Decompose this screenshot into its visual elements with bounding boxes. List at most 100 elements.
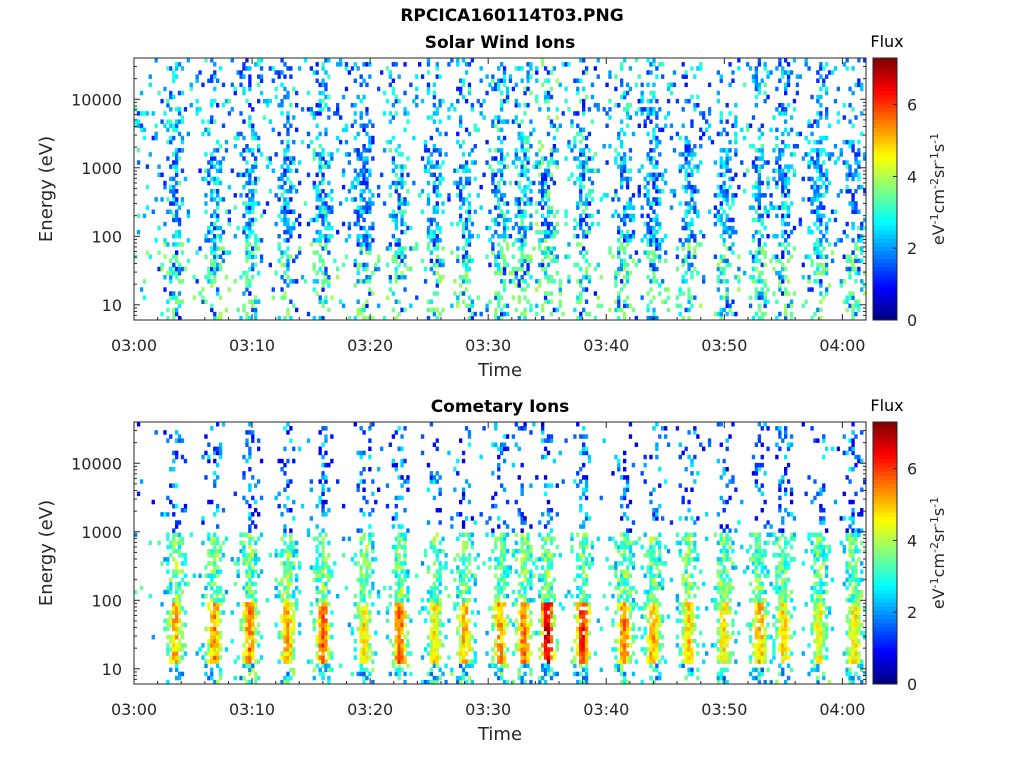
colorbar-segment bbox=[873, 287, 897, 292]
colorbar-segment bbox=[873, 168, 897, 174]
heatmap-cell bbox=[160, 311, 164, 317]
heatmap-cell bbox=[728, 111, 732, 116]
heatmap-cell bbox=[336, 103, 340, 108]
heatmap-cell bbox=[854, 299, 858, 304]
heatmap-cell bbox=[731, 229, 735, 235]
heatmap-cell bbox=[368, 426, 372, 431]
heatmap-cell bbox=[192, 573, 196, 578]
colorbar-title: Flux bbox=[870, 32, 903, 51]
heatmap-cell bbox=[693, 107, 697, 112]
heatmap-cell bbox=[778, 164, 782, 169]
heatmap-cell bbox=[464, 180, 469, 186]
heatmap-cell bbox=[315, 197, 319, 202]
heatmap-cell bbox=[163, 589, 167, 595]
heatmap-cell bbox=[257, 610, 261, 615]
heatmap-cell bbox=[827, 242, 832, 247]
heatmap-cell bbox=[587, 279, 592, 284]
heatmap-cell bbox=[792, 152, 797, 157]
heatmap-cell bbox=[289, 569, 293, 574]
heatmap-cell bbox=[705, 127, 709, 133]
heatmap-cell bbox=[368, 671, 372, 677]
heatmap-cell bbox=[584, 205, 589, 210]
heatmap-cell bbox=[175, 651, 179, 656]
heatmap-cell bbox=[778, 172, 782, 178]
heatmap-cell bbox=[236, 573, 240, 578]
heatmap-cell bbox=[210, 577, 214, 583]
heatmap-cell bbox=[397, 164, 401, 169]
heatmap-cell bbox=[207, 275, 211, 280]
heatmap-cell bbox=[620, 144, 624, 149]
heatmap-cell bbox=[330, 209, 334, 214]
heatmap-cell bbox=[690, 119, 694, 124]
heatmap-cell bbox=[851, 90, 855, 96]
heatmap-cell bbox=[827, 152, 832, 157]
heatmap-cell bbox=[368, 573, 372, 578]
heatmap-cell bbox=[280, 262, 284, 268]
heatmap-cell bbox=[754, 148, 759, 153]
heatmap-cell bbox=[514, 283, 518, 288]
heatmap-cell bbox=[605, 193, 609, 198]
heatmap-cell bbox=[180, 115, 185, 120]
heatmap-cell bbox=[245, 250, 249, 255]
heatmap-cell bbox=[286, 679, 290, 685]
heatmap-cell bbox=[218, 315, 223, 321]
heatmap-cell bbox=[306, 221, 311, 227]
heatmap-cell bbox=[213, 74, 217, 79]
heatmap-cell bbox=[625, 270, 630, 276]
heatmap-cell bbox=[295, 90, 299, 96]
heatmap-cell bbox=[482, 172, 486, 178]
heatmap-cell bbox=[526, 103, 530, 108]
heatmap-cell bbox=[248, 634, 252, 640]
heatmap-cell bbox=[365, 667, 369, 673]
heatmap-cell bbox=[400, 184, 404, 190]
heatmap-cell bbox=[625, 176, 630, 182]
heatmap-cell bbox=[851, 258, 855, 264]
heatmap-cell bbox=[825, 176, 829, 182]
heatmap-cell bbox=[321, 589, 325, 595]
heatmap-cell bbox=[306, 107, 311, 112]
heatmap-cell bbox=[546, 94, 551, 100]
heatmap-cell bbox=[754, 168, 759, 173]
heatmap-cell bbox=[292, 593, 296, 599]
heatmap-cell bbox=[467, 90, 472, 96]
heatmap-cell bbox=[356, 561, 360, 566]
heatmap-cell bbox=[327, 152, 331, 157]
heatmap-cell bbox=[216, 569, 220, 574]
heatmap-cell bbox=[459, 119, 463, 124]
heatmap-cell bbox=[617, 315, 621, 321]
heatmap-cell bbox=[172, 536, 176, 542]
heatmap-cell bbox=[157, 225, 161, 231]
heatmap-cell bbox=[166, 209, 170, 214]
heatmap-cell bbox=[242, 553, 246, 558]
heatmap-cell bbox=[286, 168, 290, 173]
heatmap-cell bbox=[221, 610, 226, 615]
heatmap-cell bbox=[825, 254, 829, 259]
heatmap-cell bbox=[245, 283, 249, 288]
heatmap-cell bbox=[617, 103, 621, 108]
heatmap-cell bbox=[786, 180, 791, 186]
heatmap-cell bbox=[576, 262, 580, 268]
heatmap-cell bbox=[175, 585, 179, 591]
heatmap-cell bbox=[593, 315, 598, 321]
heatmap-cell bbox=[213, 569, 217, 574]
heatmap-cell bbox=[248, 250, 252, 255]
heatmap-cell bbox=[757, 242, 762, 247]
heatmap-cell bbox=[684, 168, 688, 173]
heatmap-cell bbox=[409, 303, 413, 309]
heatmap-cell bbox=[737, 58, 741, 63]
heatmap-cell bbox=[526, 74, 530, 79]
heatmap-cell bbox=[497, 184, 501, 190]
heatmap-cell bbox=[356, 238, 360, 243]
heatmap-cell bbox=[535, 94, 539, 100]
heatmap-cell bbox=[321, 622, 325, 628]
heatmap-cell bbox=[845, 295, 849, 300]
heatmap-cell bbox=[239, 193, 243, 198]
heatmap-cell bbox=[286, 197, 290, 202]
heatmap-cell bbox=[186, 581, 191, 587]
heatmap-cell bbox=[781, 172, 785, 178]
heatmap-cell bbox=[502, 270, 507, 276]
heatmap-cell bbox=[330, 197, 334, 202]
heatmap-cell bbox=[845, 307, 849, 313]
heatmap-cell bbox=[699, 111, 703, 116]
heatmap-cell bbox=[497, 66, 501, 71]
